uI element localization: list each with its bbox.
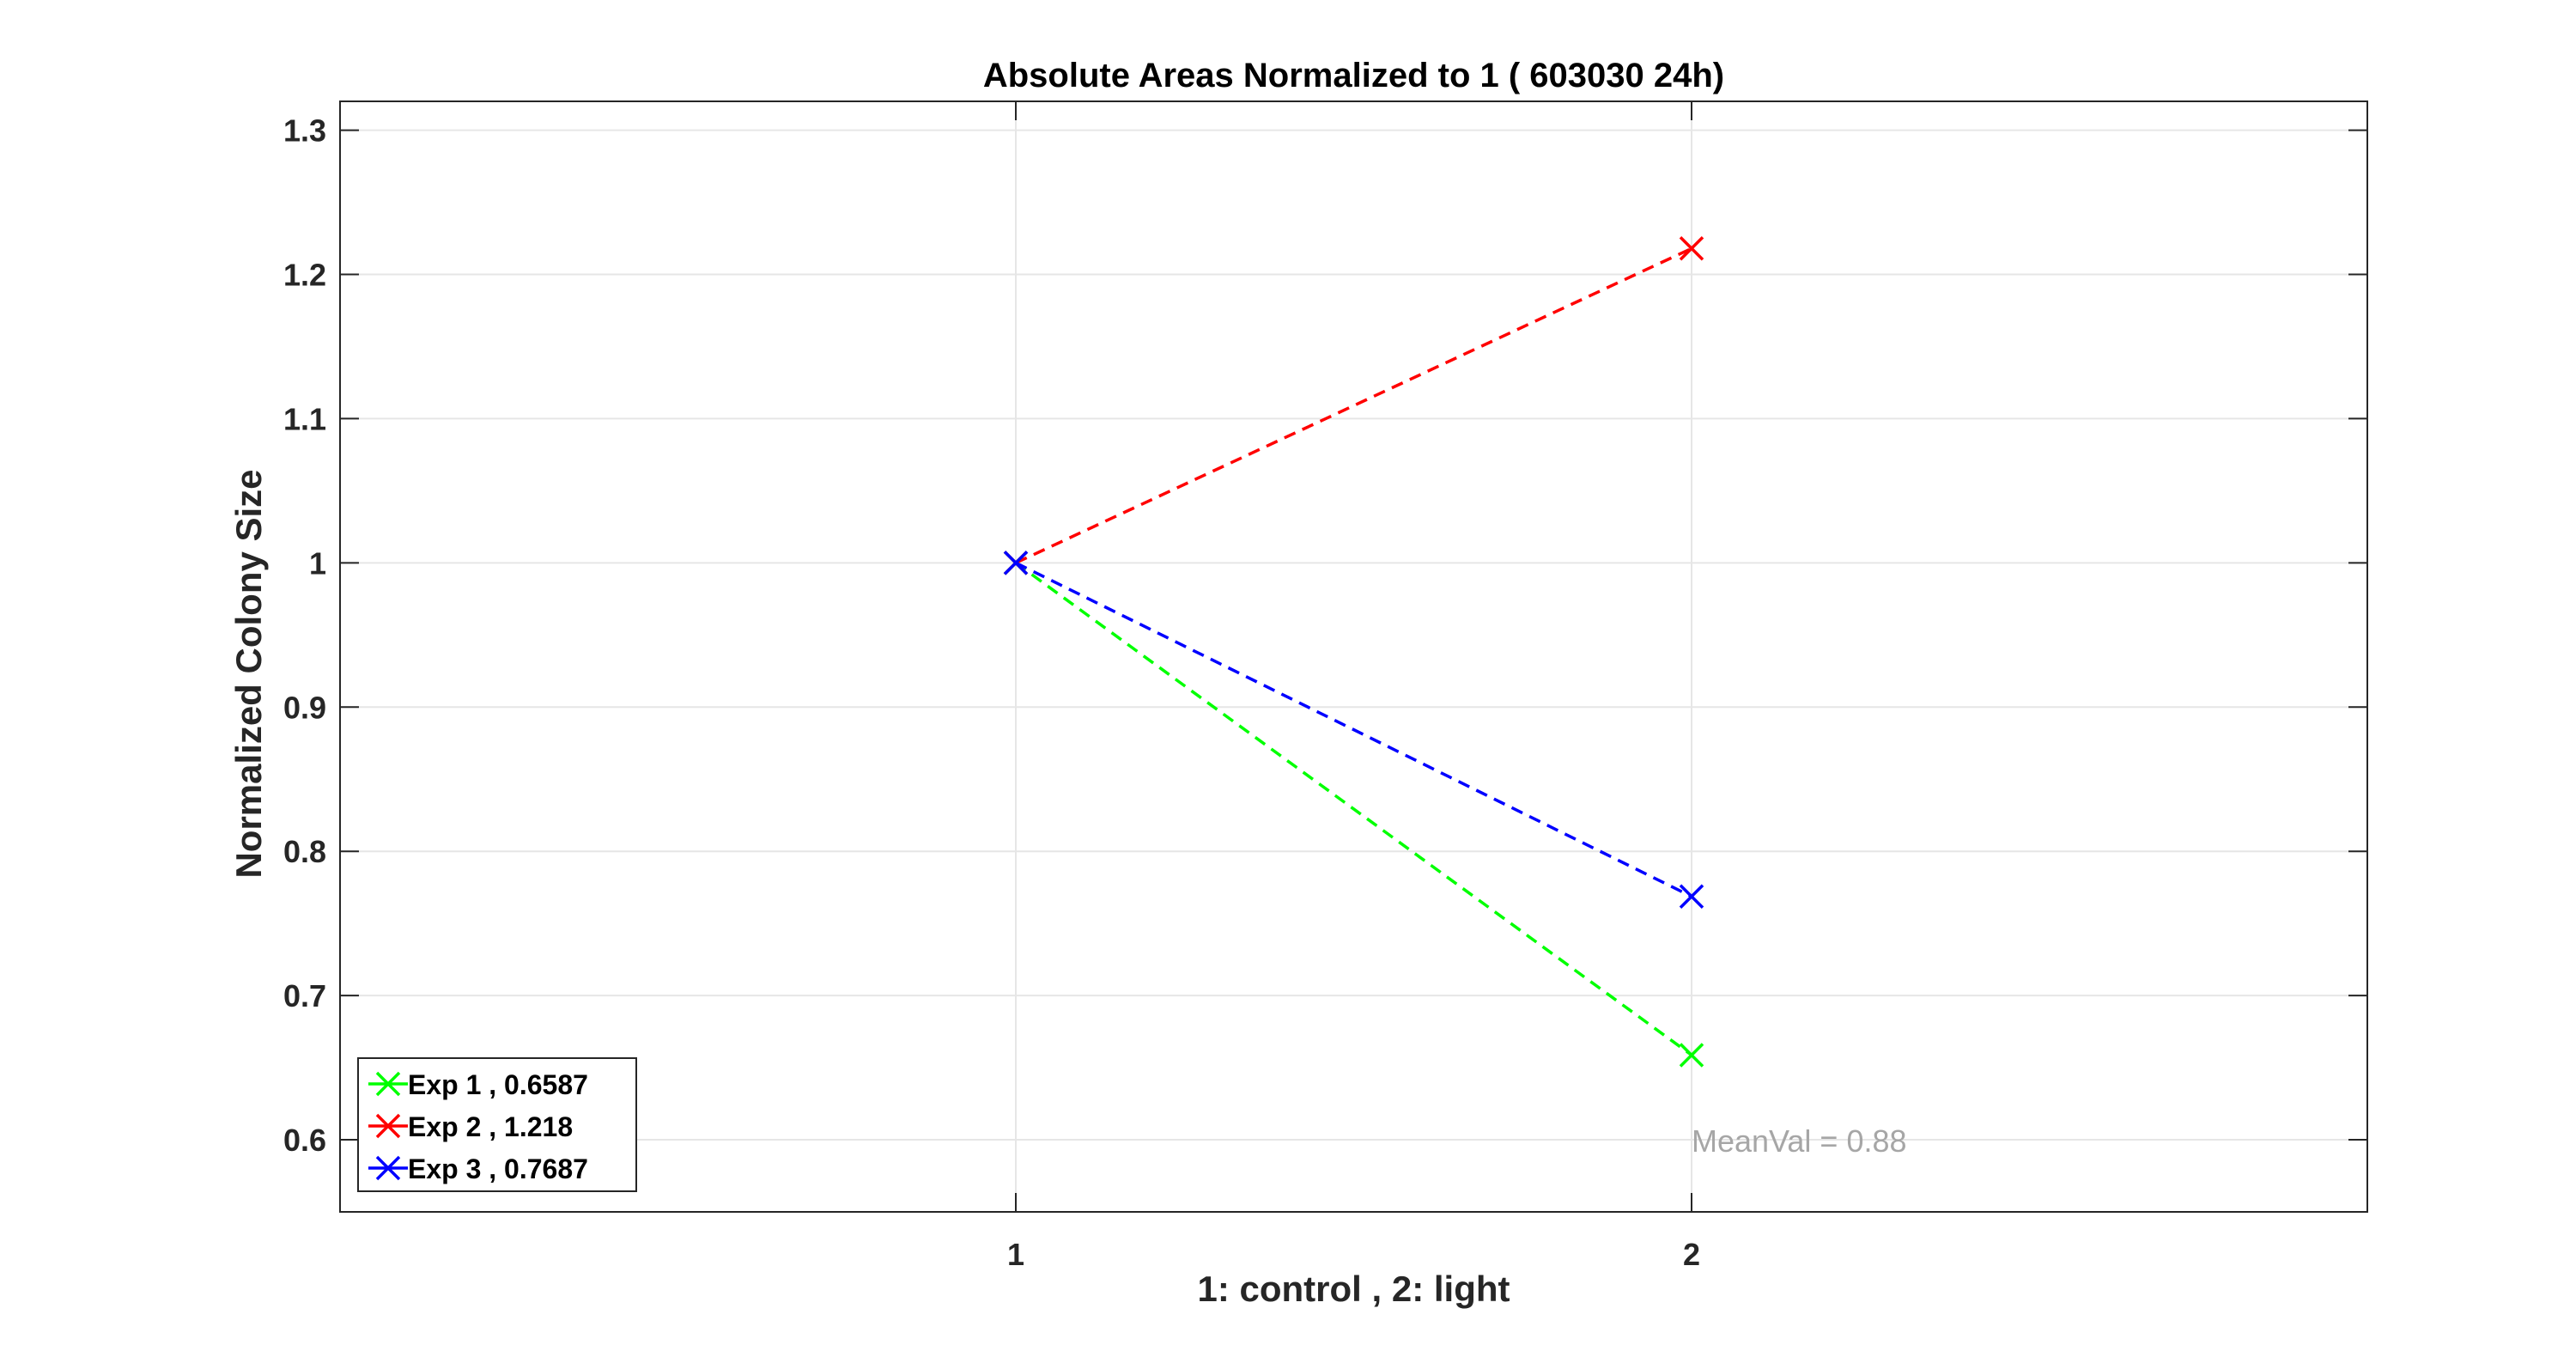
legend: Exp 1 , 0.6587 Exp 2 , 1.218 Exp 3 , 0.768… — [357, 1057, 637, 1192]
y-tick-label: 0.8 — [283, 834, 326, 869]
data-point-marker — [1679, 236, 1704, 261]
y-tick-label: 1.2 — [283, 258, 326, 293]
data-point-marker — [1679, 1043, 1704, 1068]
legend-item: Exp 2 , 1.218 — [368, 1111, 573, 1142]
grid — [340, 101, 2367, 1212]
plot-frame — [339, 100, 2368, 1213]
legend-label: Exp 2 , 1.218 — [408, 1111, 573, 1142]
x-tick-label: 1 — [1007, 1237, 1024, 1272]
y-tick-label: 0.6 — [283, 1123, 326, 1158]
legend-item: Exp 1 , 0.6587 — [368, 1069, 588, 1100]
legend-marker — [375, 1113, 401, 1139]
ticks — [340, 101, 2367, 1212]
data-point-marker — [1679, 884, 1704, 909]
chart-title: Absolute Areas Normalized to 1 ( 603030 … — [983, 57, 1724, 94]
series-layer — [1003, 236, 1704, 1068]
y-tick-label: 1.3 — [283, 113, 326, 149]
y-tick-label: 0.9 — [283, 690, 326, 725]
tick-labels: 0.6 0.7 0.8 0.9 1 1.1 1.2 1.3 1 2 — [283, 113, 1700, 1272]
legend-label: Exp 3 , 0.7687 — [408, 1153, 588, 1184]
legend-item: Exp 3 , 0.7687 — [368, 1153, 588, 1184]
x-tick-label: 2 — [1683, 1237, 1700, 1272]
legend-marker — [375, 1155, 401, 1181]
legend-marker — [375, 1071, 401, 1097]
y-axis-label: Normalized Colony Size — [228, 469, 269, 878]
legend-items: Exp 1 , 0.6587 Exp 2 , 1.218 Exp 3 , 0.768… — [368, 1069, 588, 1184]
series-exp-3 — [1003, 551, 1704, 909]
y-tick-label: 1.1 — [283, 401, 326, 436]
series-line — [1014, 561, 1693, 1056]
series-line — [1015, 246, 1692, 564]
legend-label: Exp 1 , 0.6587 — [408, 1069, 588, 1100]
plot-area — [340, 101, 2367, 1212]
data-point-marker — [1003, 551, 1029, 575]
series-line — [1015, 561, 1692, 898]
y-tick-label: 1 — [309, 545, 326, 581]
y-tick-label: 0.7 — [283, 978, 326, 1013]
mean-value-annotation: MeanVal = 0.88 — [1692, 1123, 1907, 1159]
x-axis-label: 1: control , 2: light — [1198, 1269, 1510, 1309]
